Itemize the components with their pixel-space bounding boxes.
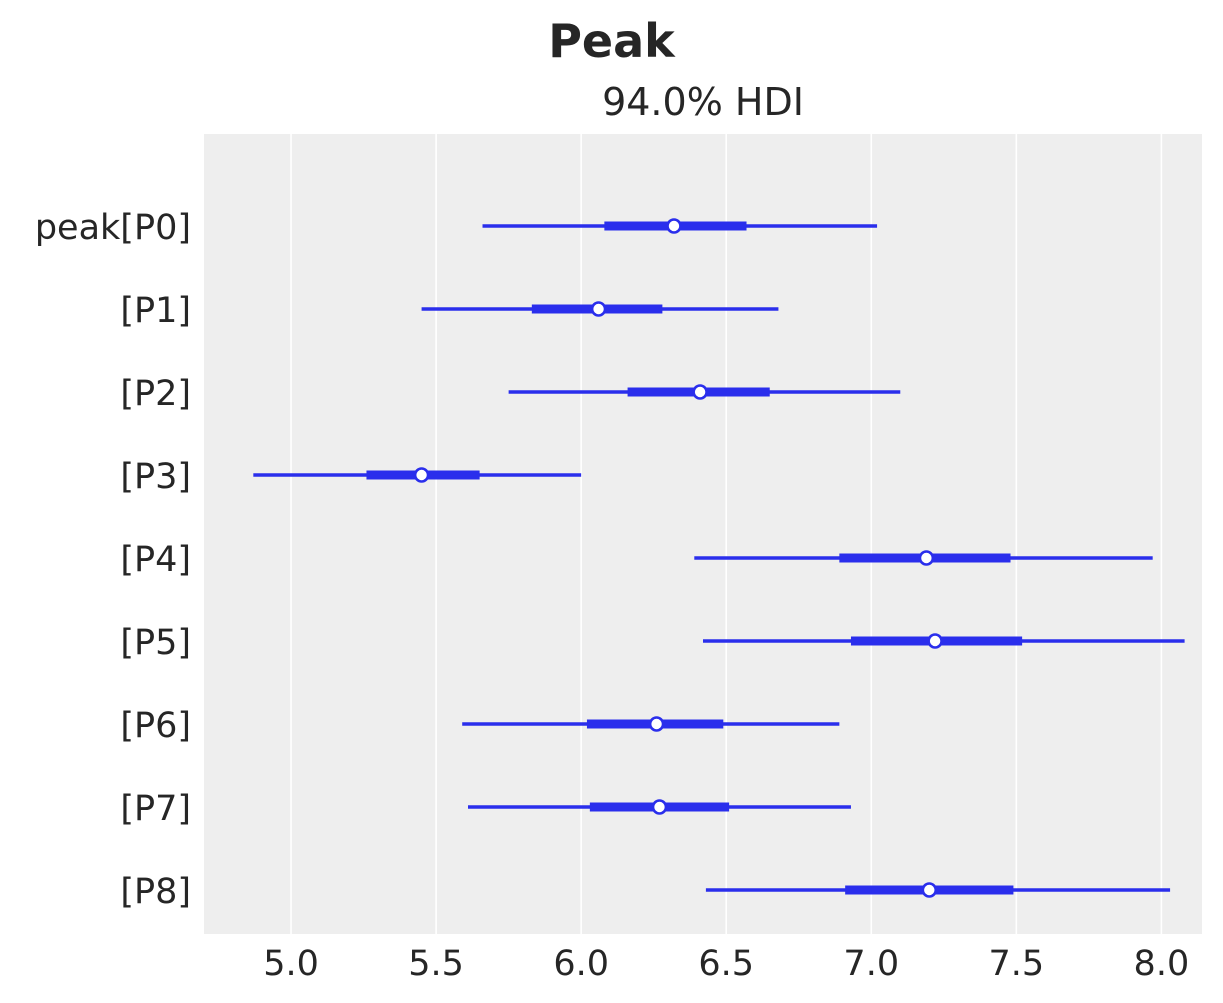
chart-title: Peak — [548, 14, 675, 68]
interval-marks — [253, 218, 1185, 898]
x-tick-label: 8.0 — [1134, 944, 1190, 984]
y-tick-label: peak[P0] — [35, 208, 191, 248]
plot-background — [204, 134, 1202, 934]
y-tick-label: [P4] — [120, 540, 191, 580]
median-point — [921, 882, 938, 898]
median-point — [413, 467, 430, 483]
y-tick-label: [P8] — [120, 872, 191, 912]
y-tick-label: [P2] — [120, 374, 191, 414]
median-point — [927, 633, 943, 649]
grid-lines — [290, 134, 1163, 934]
median-point — [651, 799, 668, 815]
median-point — [648, 716, 665, 732]
median-point — [918, 550, 935, 566]
median-point — [666, 218, 682, 234]
x-tick-label: 7.0 — [843, 944, 899, 984]
x-tick-label: 5.0 — [263, 944, 319, 984]
y-tick-label: [P5] — [120, 623, 191, 663]
x-tick-labels: 5.0 5.5 6.0 6.5 7.0 7.5 8.0 — [263, 944, 1189, 984]
y-tick-labels: peak[P0] [P1] [P2] [P3] [P4] [P5] [P6] [P7] [P8] — [35, 208, 191, 912]
y-tick-label: [P6] — [120, 706, 191, 746]
x-tick-label: 5.5 — [408, 944, 464, 984]
y-tick-label: [P1] — [120, 291, 191, 331]
x-tick-label: 6.5 — [698, 944, 754, 984]
x-tick-label: 7.5 — [988, 944, 1044, 984]
median-point — [692, 384, 708, 400]
y-tick-label: [P3] — [120, 457, 191, 497]
median-point — [590, 301, 607, 317]
chart-subtitle: 94.0% HDI — [602, 80, 804, 124]
y-tick-label: [P7] — [120, 789, 191, 829]
x-tick-label: 6.0 — [553, 944, 609, 984]
